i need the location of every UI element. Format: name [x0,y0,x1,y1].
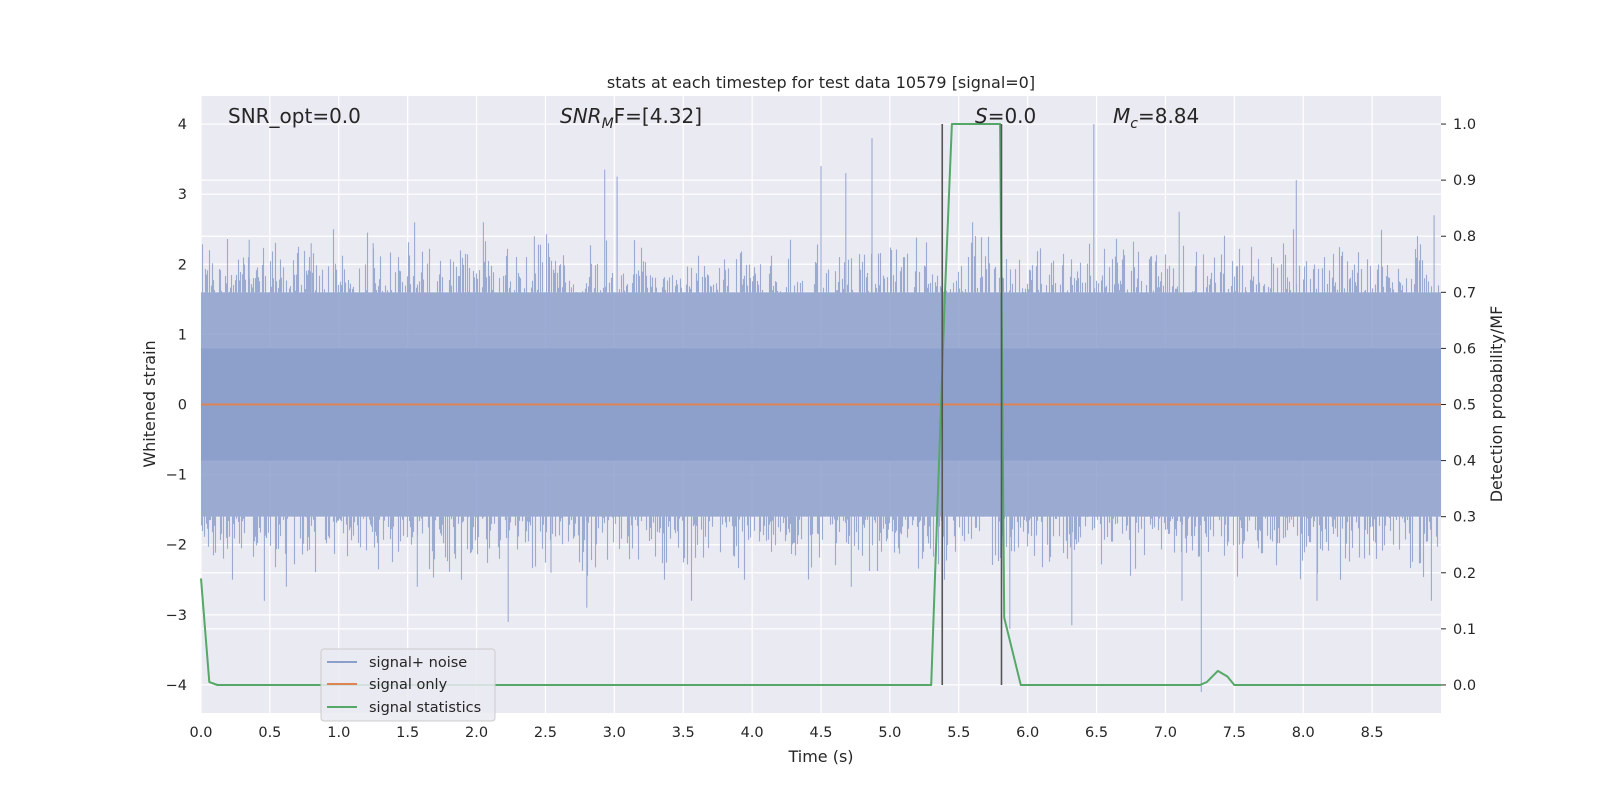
y-left-tick-label: 1 [178,327,187,343]
annotation-mc: Mc=8.84 [1113,104,1199,132]
legend-label-signal: signal only [369,677,448,693]
x-tick-label: 1.5 [396,725,419,741]
x-tick-label: 0.5 [258,725,281,741]
y-right-tick-label: 0.5 [1453,398,1476,414]
x-tick-label: 6.5 [1085,725,1108,741]
y-right-tick-label: 0.6 [1453,341,1476,357]
x-tick-label: 5.5 [947,725,970,741]
s-main: S [975,104,988,128]
y-right-tick-label: 1.0 [1453,117,1476,133]
y-left-tick-label: −1 [166,468,187,484]
y-axis-label-left: Whitened strain [140,340,159,467]
x-tick-label: 6.0 [1016,725,1039,741]
snr-mf-main: SNR [560,104,602,128]
y-left-tick-label: −3 [166,608,187,624]
legend: signal+ noise signal only signal statist… [320,648,496,722]
annotation-snr-mf: SNRMF=[4.32] [560,104,702,132]
x-tick-label: 3.0 [603,725,626,741]
y-right-tick-label: 0.4 [1453,454,1476,470]
y-right-tick-label: 0.1 [1453,622,1476,638]
mc-tail: =8.84 [1138,104,1199,128]
mc-main: M [1113,104,1130,128]
mc-sub: c [1130,116,1138,132]
y-right-tick-label: 0.0 [1453,678,1476,694]
x-tick-label: 7.0 [1154,725,1177,741]
legend-label-stats: signal statistics [369,700,481,716]
legend-box [320,648,496,722]
y-left-tick-label: −4 [166,678,187,694]
x-tick-label: 4.0 [741,725,764,741]
annotation-snr-opt: SNR_opt=0.0 [228,104,361,128]
y-right-tick-label: 0.3 [1453,510,1476,526]
y-right-tick-label: 0.8 [1453,229,1476,245]
snr-mf-sub: M [602,116,614,132]
y-left-tick-label: 0 [178,398,187,414]
y-right-tick-label: 0.7 [1453,285,1476,301]
x-tick-label: 8.0 [1292,725,1315,741]
s-tail: =0.0 [988,104,1037,128]
x-tick-label: 0.0 [189,725,212,741]
legend-label-noise: signal+ noise [369,655,467,671]
tick-labels: 0.0 0.5 1.0 1.5 2.0 2.5 3.0 3.5 4.0 4.5 5.0 5.5 6.0 6… [166,117,1476,741]
chart-title: stats at each timestep for test data 105… [607,73,1035,92]
x-tick-label: 5.0 [878,725,901,741]
y-left-tick-label: 3 [178,187,187,203]
x-tick-label: 3.5 [672,725,695,741]
x-axis-label: Time (s) [787,747,853,766]
x-tick-label: 4.5 [809,725,832,741]
x-tick-label: 2.5 [534,725,557,741]
y-right-tick-label: 0.2 [1453,566,1476,582]
y-right-tick-label: 0.9 [1453,173,1476,189]
x-tick-label: 1.0 [327,725,350,741]
x-tick-label: 2.0 [465,725,488,741]
x-tick-label: 8.5 [1361,725,1384,741]
annotation-s: S=0.0 [975,104,1036,128]
snr-mf-tail: F=[4.32] [614,104,702,128]
y-left-tick-label: 4 [178,117,187,133]
y-axis-label-right: Detection probability/MF [1487,306,1506,503]
vertical-markers [941,124,1003,685]
y-left-tick-label: −2 [166,538,187,554]
x-tick-label: 7.5 [1223,725,1246,741]
y-left-tick-label: 2 [178,257,187,273]
